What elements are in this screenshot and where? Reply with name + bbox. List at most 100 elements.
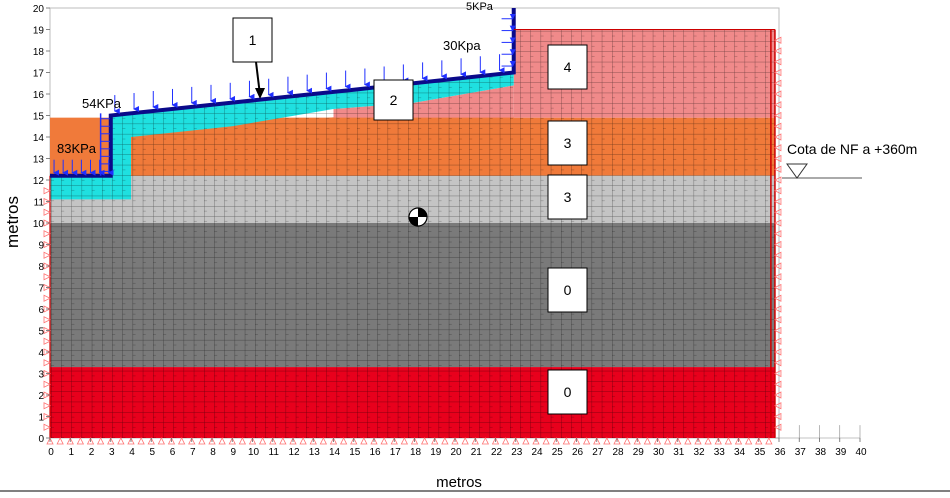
- support-pin-icon: [390, 437, 398, 445]
- x-tick-label: 33: [714, 447, 726, 458]
- support-roller-icon: [43, 337, 51, 345]
- support-pin-icon: [471, 437, 479, 445]
- support-pin-icon: [188, 437, 196, 445]
- x-tick-label: 11: [269, 447, 280, 458]
- y-tick-label: 6: [38, 305, 44, 316]
- support-roller-icon: [43, 262, 51, 270]
- support-pin-icon: [704, 437, 712, 445]
- x-tick-label: 26: [572, 447, 584, 458]
- support-roller-icon: [43, 316, 51, 324]
- x-tick-label: 3: [109, 447, 115, 458]
- support-pin-icon: [137, 437, 145, 445]
- label-box-3-lower-text: 3: [564, 189, 572, 205]
- x-tick-label: 0: [48, 447, 54, 458]
- x-tick-label: 18: [410, 447, 422, 458]
- water-table-label: Cota de NF a +360m: [787, 141, 917, 157]
- label-box-3-lower: 3: [547, 174, 588, 220]
- support-roller-icon: [43, 402, 51, 410]
- label-box-1-text: 1: [249, 32, 257, 48]
- x-tick-label: 29: [633, 447, 645, 458]
- mesh-grid-upper: [110, 29, 775, 176]
- x-tick-label: 8: [210, 447, 216, 458]
- support-roller-icon: [774, 369, 782, 378]
- x-tick-label: 21: [471, 447, 483, 458]
- support-pin-icon: [593, 437, 601, 445]
- support-pin-icon: [694, 437, 702, 445]
- x-tick-label: 16: [369, 447, 381, 458]
- load-label-30kpa: 30Kpa: [443, 38, 481, 53]
- y-tick-label: 10: [33, 219, 45, 230]
- x-tick-label: 34: [734, 447, 746, 458]
- support-roller-icon: [774, 273, 782, 281]
- support-roller-icon: [43, 359, 51, 367]
- support-roller-icon: [774, 197, 782, 206]
- support-roller-icon: [774, 380, 782, 388]
- support-pin-icon: [258, 437, 267, 445]
- x-tick-label: 32: [693, 447, 705, 458]
- support-pin-icon: [461, 437, 469, 445]
- support-pin-icon: [360, 437, 368, 445]
- load-label-5kpa: 5KPa: [466, 1, 494, 13]
- label-box-1: 1: [232, 17, 273, 99]
- support-roller-icon: [43, 230, 51, 238]
- y-tick-label: 17: [33, 69, 45, 80]
- water-table-icon: [786, 163, 808, 179]
- support-pin-icon: [208, 437, 216, 445]
- support-pin-icon: [684, 437, 692, 445]
- support-roller-icon: [774, 144, 782, 152]
- support-pin-icon: [674, 437, 682, 445]
- support-roller-icon: [774, 176, 782, 184]
- y-tick-label: 11: [34, 198, 45, 209]
- x-tick-label: 1: [68, 447, 74, 458]
- label-box-0-upper: 0: [547, 267, 588, 313]
- support-roller-icon: [774, 68, 782, 77]
- support-pin-icon: [481, 437, 490, 445]
- support-pin-icon: [319, 437, 328, 445]
- support-pin-icon: [76, 437, 85, 445]
- y-tick-label: 5: [38, 327, 44, 338]
- support-pin-icon: [117, 437, 125, 445]
- support-roller-icon: [774, 154, 782, 163]
- support-roller-icon: [774, 391, 782, 399]
- y-tick-label: 12: [33, 176, 45, 187]
- support-roller-icon: [774, 58, 782, 66]
- support-roller-icon: [774, 111, 782, 120]
- support-roller-icon: [774, 262, 782, 270]
- support-pin-icon: [66, 437, 74, 445]
- support-roller-icon: [43, 219, 51, 227]
- support-roller-icon: [774, 240, 782, 249]
- support-pin-icon: [380, 437, 388, 445]
- support-roller-icon: [43, 197, 51, 206]
- support-pin-icon: [522, 437, 530, 445]
- support-pin-icon: [755, 437, 763, 445]
- support-roller-icon: [43, 208, 51, 216]
- support-pin-icon: [623, 437, 631, 445]
- y-tick-label: 13: [33, 155, 45, 166]
- support-pin-icon: [542, 437, 550, 445]
- support-pin-icon: [532, 437, 540, 445]
- support-pin-icon: [410, 437, 419, 445]
- x-axis-label: metros: [436, 474, 482, 491]
- support-roller-icon: [43, 423, 51, 431]
- y-tick-label: 0: [38, 434, 44, 445]
- y-tick-label: 16: [33, 90, 45, 101]
- support-roller-icon: [43, 305, 51, 313]
- x-tick-label: 7: [190, 447, 196, 458]
- label-box-3-upper: 3: [547, 120, 588, 166]
- support-pin-icon: [46, 437, 54, 445]
- support-pin-icon: [744, 437, 753, 445]
- support-pin-icon: [157, 437, 166, 445]
- label-box-2-text: 2: [390, 92, 398, 108]
- support-pin-icon: [279, 437, 287, 445]
- support-pin-icon: [177, 437, 186, 445]
- x-tick-label: 13: [309, 447, 321, 458]
- support-roller-icon: [43, 380, 51, 388]
- support-roller-icon: [43, 187, 51, 195]
- support-roller-icon: [774, 423, 782, 431]
- x-tick-label: 37: [795, 447, 807, 458]
- label-box-2: 2: [373, 79, 414, 121]
- support-pin-icon: [501, 437, 510, 445]
- support-roller-icon: [774, 36, 782, 44]
